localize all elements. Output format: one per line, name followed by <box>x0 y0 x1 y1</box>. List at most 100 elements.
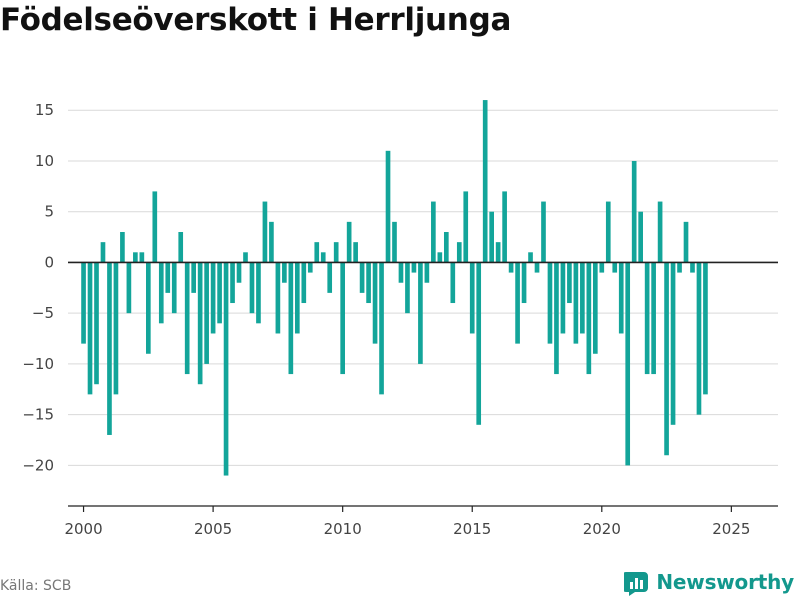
y-tick-label: −5 <box>32 304 54 322</box>
bar <box>327 262 333 293</box>
bar <box>437 252 443 263</box>
bar <box>456 242 462 263</box>
bar <box>625 262 631 466</box>
bar <box>521 262 527 304</box>
bar <box>269 221 274 263</box>
bar <box>605 201 611 263</box>
bar <box>450 262 456 304</box>
brand-name: Newsworthy <box>656 570 794 594</box>
bar <box>469 262 475 334</box>
bar <box>256 262 261 324</box>
bar <box>243 252 248 263</box>
bar <box>346 221 352 263</box>
bar <box>683 221 689 263</box>
bar <box>482 100 488 263</box>
bar <box>612 262 618 273</box>
y-axis-tick-labels: 15 10 5 0 −5 −10 −15 −20 <box>22 101 54 474</box>
bar <box>275 262 281 334</box>
bar <box>204 262 209 364</box>
bar <box>100 242 106 263</box>
bar <box>696 262 702 415</box>
y-tick-label: 10 <box>35 152 54 170</box>
bar <box>586 262 592 375</box>
x-tick-label: 2010 <box>324 520 362 538</box>
y-tick-label: −15 <box>22 406 54 424</box>
y-tick-label: 5 <box>44 203 54 221</box>
page-title: Födelseöverskott i Herrljunga <box>0 2 512 38</box>
bar <box>113 262 119 395</box>
bar <box>541 201 546 263</box>
bar <box>314 242 320 263</box>
bar <box>191 262 196 293</box>
bar <box>567 262 572 304</box>
bar <box>94 262 99 385</box>
brand-logo[interactable]: Newsworthy <box>624 568 794 596</box>
bar <box>690 262 695 273</box>
bar <box>554 262 559 375</box>
bar <box>560 262 566 334</box>
x-tick-label: 2015 <box>453 520 491 538</box>
bar <box>618 262 624 334</box>
bar <box>638 211 643 263</box>
bar <box>502 191 507 263</box>
y-tick-label: −10 <box>22 355 54 373</box>
bar <box>418 262 423 364</box>
bar <box>528 252 533 263</box>
bar <box>353 242 358 263</box>
bar <box>703 262 708 395</box>
bar <box>107 262 112 435</box>
bar <box>282 262 287 283</box>
bar <box>340 262 345 375</box>
bar <box>651 262 656 375</box>
bar <box>379 262 384 395</box>
bar <box>411 262 417 273</box>
bar <box>320 252 326 263</box>
source-note: Källa: SCB <box>0 578 72 594</box>
bar <box>431 201 436 263</box>
bar <box>210 262 216 334</box>
bar <box>197 262 203 385</box>
bar <box>249 262 255 314</box>
bar <box>217 262 222 324</box>
bar <box>178 232 184 263</box>
bar <box>146 262 151 354</box>
bar <box>443 232 449 263</box>
chart-bars <box>81 100 708 476</box>
y-tick-label: −20 <box>22 456 54 474</box>
bar <box>677 262 682 273</box>
bar <box>664 262 669 456</box>
bar <box>398 262 404 283</box>
bar <box>547 262 553 344</box>
newsworthy-logo-icon <box>624 572 649 596</box>
bar <box>599 262 605 273</box>
bar <box>139 252 145 263</box>
bar <box>152 191 158 263</box>
bar <box>171 262 177 314</box>
bar <box>294 262 300 334</box>
bar <box>307 262 313 273</box>
bar <box>333 242 339 263</box>
bar <box>87 262 93 395</box>
bar <box>476 262 482 425</box>
bar <box>592 262 598 354</box>
x-tick-label: 2000 <box>64 520 102 538</box>
bar <box>385 150 391 263</box>
bar <box>158 262 164 324</box>
x-tick-label: 2020 <box>583 520 621 538</box>
bar <box>236 262 242 283</box>
bar <box>495 242 501 263</box>
bar <box>644 262 650 375</box>
bar <box>184 262 190 375</box>
bar <box>359 262 365 293</box>
bar <box>405 262 410 314</box>
bar <box>165 262 171 293</box>
bar <box>392 221 397 263</box>
bar <box>534 262 540 273</box>
bar <box>463 191 469 263</box>
bar <box>631 160 637 263</box>
bar <box>372 262 378 344</box>
bar <box>288 262 294 375</box>
y-tick-label: 15 <box>35 101 54 119</box>
bar <box>223 262 229 476</box>
bar <box>120 232 125 263</box>
